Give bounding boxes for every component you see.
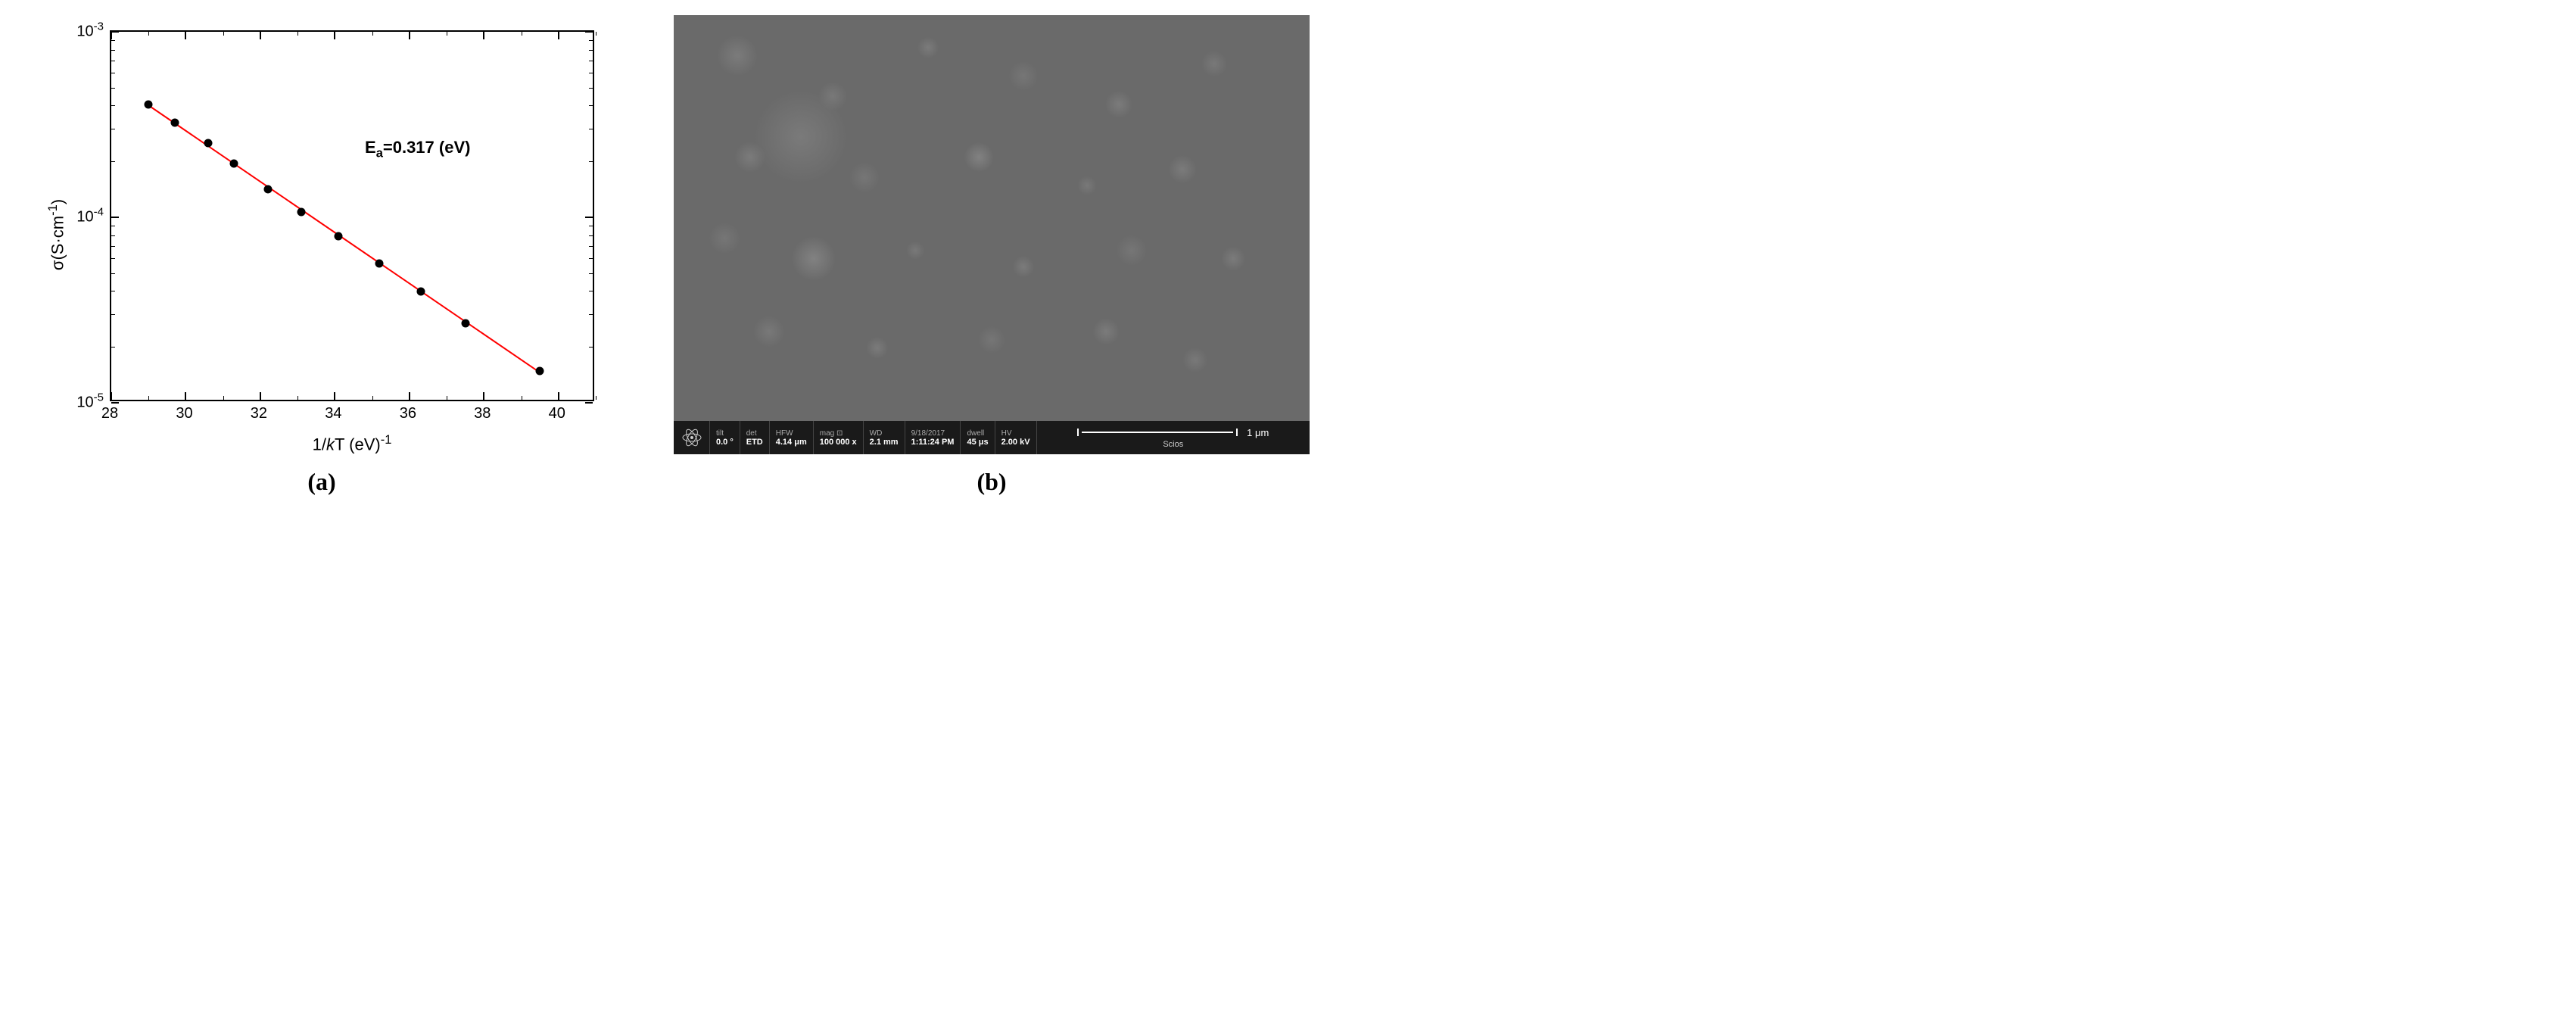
arrhenius-chart: σ(S·cm-1) 1/kT (eV)-1 Ea=0.317 (eV) 28 30… — [15, 15, 628, 454]
sem-col-header: mag ⊡ — [820, 429, 857, 438]
sem-image-area — [674, 15, 1310, 421]
panel-a-label: (a) — [307, 468, 335, 496]
plot-area: Ea=0.317 (eV) — [110, 30, 594, 401]
data-point — [335, 232, 343, 240]
data-point — [263, 185, 272, 194]
sem-scalebar: 1 μm Scios — [1037, 421, 1310, 454]
sem-info-column: HFW4.14 μm — [770, 421, 814, 454]
x-tick-label: 40 — [549, 405, 565, 422]
sem-info-column: detETD — [740, 421, 770, 454]
x-tick-label: 30 — [176, 405, 192, 422]
sem-col-header: dwell — [967, 429, 988, 438]
sem-col-value: ETD — [746, 438, 763, 447]
x-tick-label: 28 — [101, 405, 118, 422]
data-point — [536, 367, 544, 376]
sem-col-value: 100 000 x — [820, 438, 857, 447]
sem-col-value: 4.14 μm — [776, 438, 807, 447]
sem-info-column: tilt0.0 ° — [710, 421, 740, 454]
y-axis-label: σ(S·cm-1) — [46, 199, 67, 270]
sem-info-column: 9/18/20171:11:24 PM — [905, 421, 961, 454]
sem-info-column: WD2.1 mm — [864, 421, 905, 454]
sem-micrograph: tilt0.0 °detETDHFW4.14 μmmag ⊡100 000 xW… — [674, 15, 1310, 454]
x-tick-label: 38 — [474, 405, 491, 422]
panel-b-label: (b) — [977, 468, 1006, 496]
data-point — [375, 260, 384, 268]
sem-info-column: mag ⊡100 000 x — [814, 421, 864, 454]
sem-logo-icon — [674, 421, 710, 454]
sem-col-header: HV — [1001, 429, 1030, 438]
y-tick-label: 10-3 — [76, 20, 104, 41]
sem-col-value: 45 μs — [967, 438, 988, 447]
x-tick-label: 34 — [325, 405, 341, 422]
data-point — [297, 207, 306, 216]
sem-col-value: 0.0 ° — [716, 438, 734, 447]
data-point — [416, 288, 425, 296]
panel-b: tilt0.0 °detETDHFW4.14 μmmag ⊡100 000 xW… — [674, 15, 1310, 496]
sem-info-column: dwell45 μs — [961, 421, 995, 454]
sem-col-header: HFW — [776, 429, 807, 438]
sem-col-header: WD — [870, 429, 899, 438]
sem-brand: Scios — [1163, 440, 1183, 449]
sem-col-value: 1:11:24 PM — [911, 438, 955, 447]
y-tick-label: 10-5 — [76, 391, 104, 412]
sem-col-header: tilt — [716, 429, 734, 438]
x-tick-label: 32 — [251, 405, 267, 422]
scalebar-label: 1 μm — [1247, 427, 1269, 438]
sem-col-value: 2.1 mm — [870, 438, 899, 447]
x-tick-label: 36 — [400, 405, 416, 422]
data-point — [204, 139, 213, 148]
sem-infobar: tilt0.0 °detETDHFW4.14 μmmag ⊡100 000 xW… — [674, 421, 1310, 454]
data-point — [230, 159, 238, 167]
sem-info-column: HV2.00 kV — [995, 421, 1037, 454]
y-tick-label: 10-4 — [76, 206, 104, 226]
activation-energy-annotation: Ea=0.317 (eV) — [365, 138, 470, 161]
panel-a: σ(S·cm-1) 1/kT (eV)-1 Ea=0.317 (eV) 28 30… — [15, 15, 628, 496]
x-axis-label: 1/kT (eV)-1 — [110, 433, 594, 454]
data-point — [461, 319, 469, 327]
sem-col-header: 9/18/2017 — [911, 429, 955, 438]
data-point — [170, 119, 179, 127]
sem-col-value: 2.00 kV — [1001, 438, 1030, 447]
data-point — [145, 100, 153, 108]
sem-col-header: det — [746, 429, 763, 438]
